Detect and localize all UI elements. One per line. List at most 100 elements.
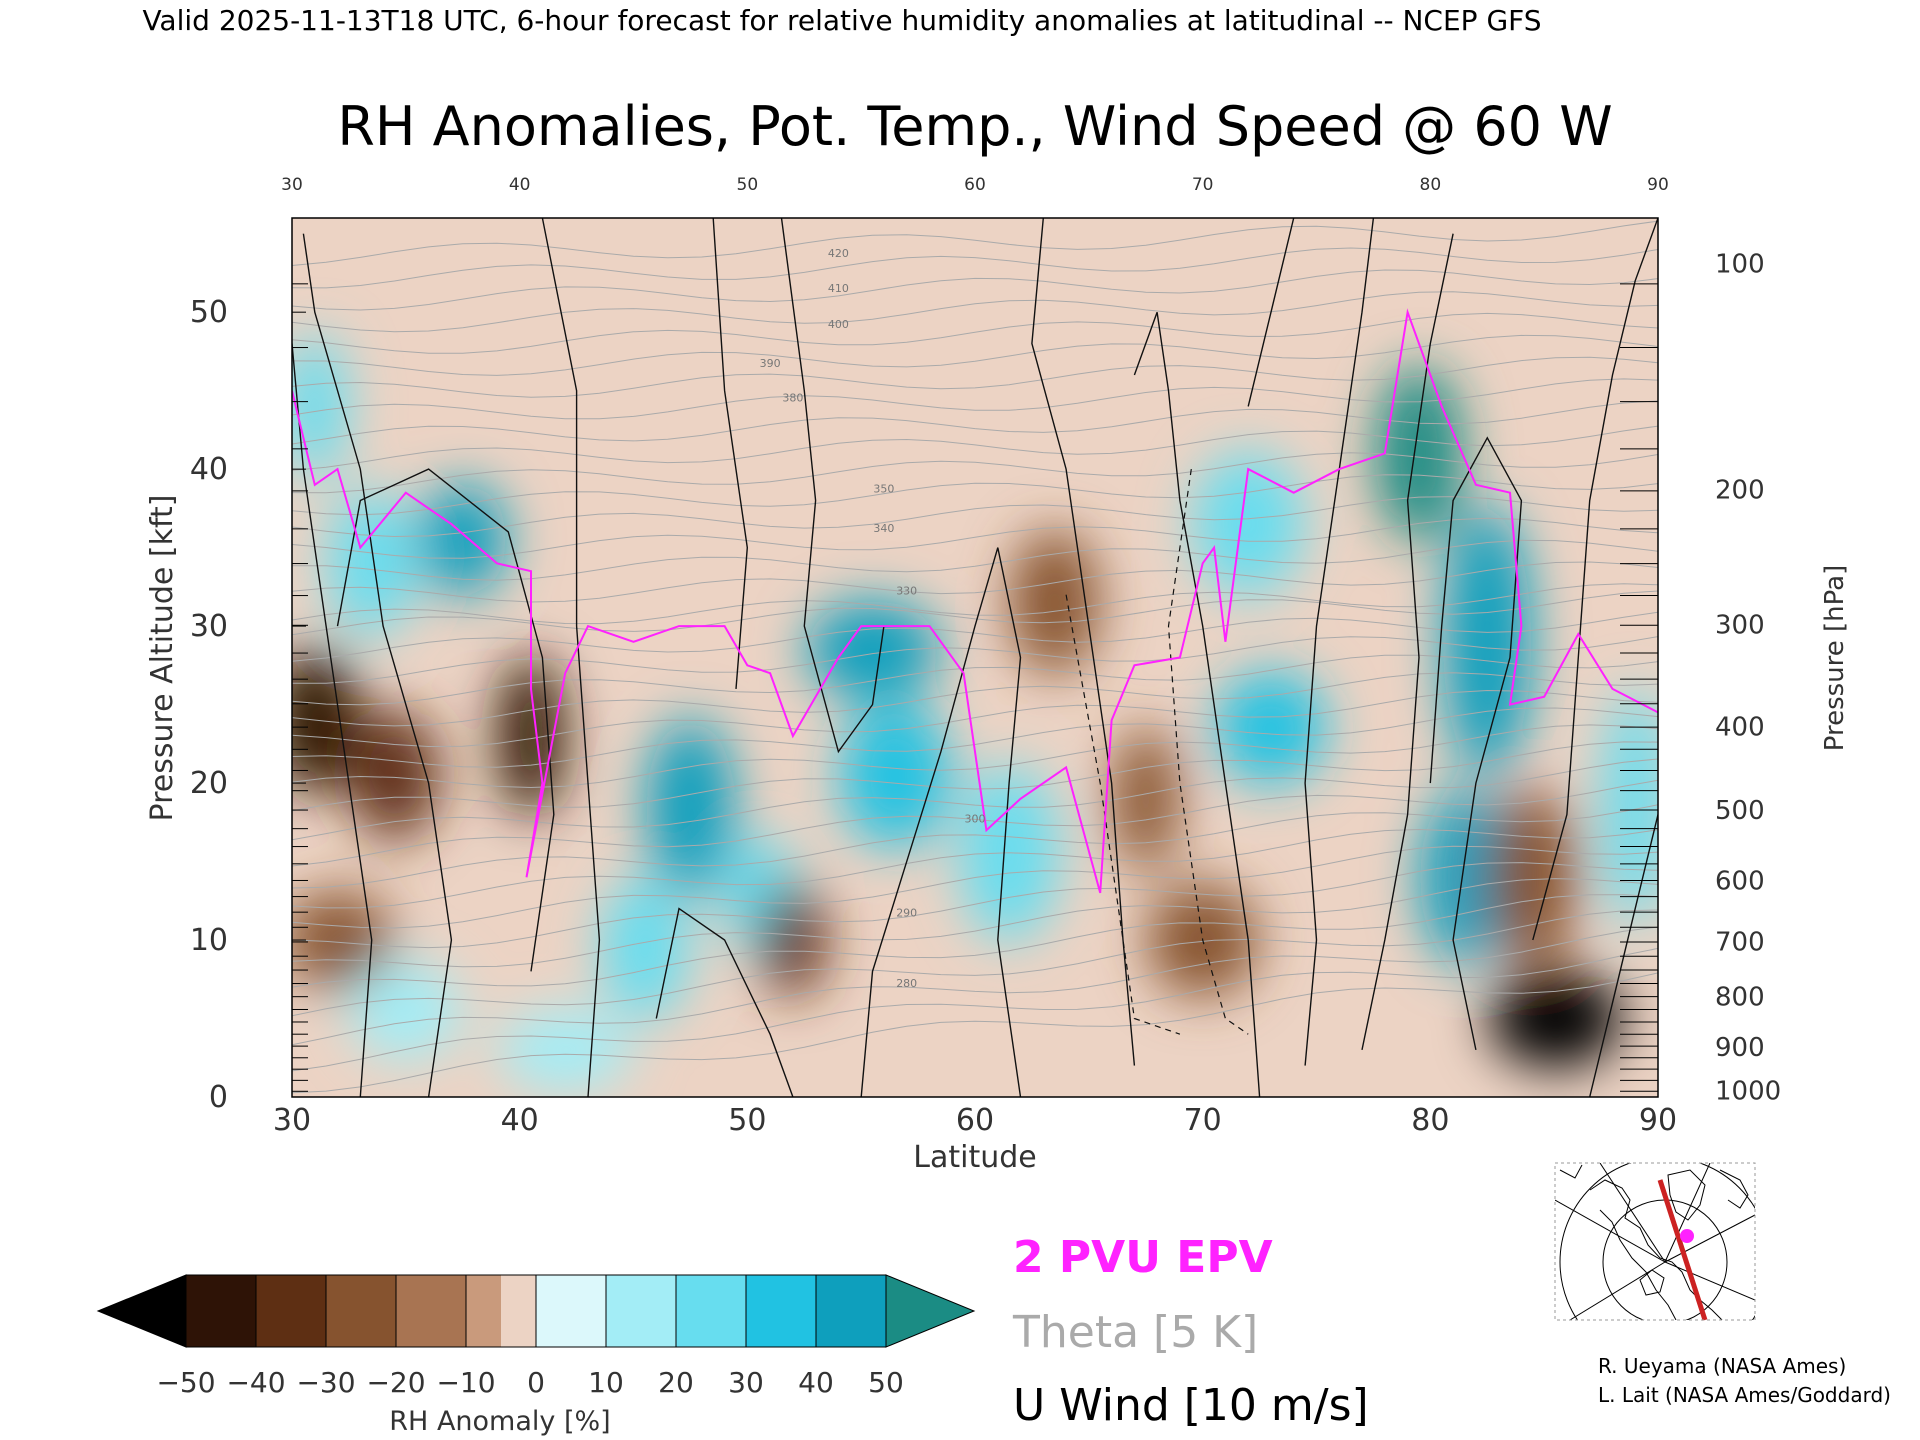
theta-isentrope bbox=[292, 539, 1658, 581]
colorbar-tick-label: 50 bbox=[868, 1366, 904, 1399]
theta-isentrope bbox=[292, 845, 1658, 929]
map-coastline-hudson-bay bbox=[1639, 1269, 1665, 1296]
x-tick-label: 50 bbox=[728, 1103, 766, 1138]
theta-isentrope bbox=[292, 926, 1658, 1046]
rh-anomaly-cell bbox=[839, 702, 951, 849]
colorbar-box bbox=[745, 1274, 817, 1348]
theta-contour-label: 290 bbox=[896, 906, 917, 919]
pressure-tick-label: 200 bbox=[1715, 476, 1765, 506]
map-meridian bbox=[1569, 1261, 1666, 1320]
u-wind-contour-negative bbox=[1065, 594, 1181, 1035]
y-axis-label: Pressure Altitude [kft] bbox=[145, 495, 180, 822]
pressure-tick-label: 300 bbox=[1715, 611, 1765, 641]
x-tick-label-top: 80 bbox=[1420, 175, 1442, 195]
colorbar-label: RH Anomaly [%] bbox=[389, 1406, 610, 1437]
chart-title: RH Anomalies, Pot. Temp., Wind Speed @ 6… bbox=[337, 95, 1612, 158]
colorbar-tick-label: −50 bbox=[156, 1366, 215, 1399]
u-wind-contours bbox=[292, 218, 1658, 1097]
colorbar-tick-label: 20 bbox=[658, 1366, 694, 1399]
colorbar-tick-label: −20 bbox=[366, 1366, 425, 1399]
x-tick-label: 80 bbox=[1411, 1103, 1449, 1138]
rh-anomaly-cell bbox=[350, 961, 462, 1060]
map-transect-line bbox=[1657, 1179, 1708, 1321]
rh-anomaly-cell bbox=[1010, 529, 1099, 676]
pressure-tick-label: 400 bbox=[1715, 713, 1765, 743]
rh-anomaly-cell bbox=[760, 882, 826, 998]
pressure-tick-label: 700 bbox=[1715, 928, 1765, 958]
theta-isentrope bbox=[292, 312, 1658, 354]
colorbar-over-triangle bbox=[885, 1274, 976, 1348]
inset-map-background bbox=[1555, 1163, 1755, 1320]
theta-contour-label: 410 bbox=[828, 282, 849, 295]
colorbar: −50 −40 −30 −20 −10 0 10 20 30 40 50 RH Anomaly [%… bbox=[96, 1274, 976, 1437]
theta-contour-label: 280 bbox=[896, 977, 917, 990]
u-wind-contour bbox=[712, 218, 749, 689]
theta-isentrope bbox=[292, 947, 1658, 1072]
u-wind-contour bbox=[336, 468, 555, 972]
x-tick-label: 70 bbox=[1184, 1103, 1222, 1138]
map-meridian bbox=[1599, 1163, 1666, 1263]
theta-isentrope bbox=[292, 862, 1658, 949]
colorbar-tick-labels: −50 −40 −30 −20 −10 0 10 20 30 40 50 bbox=[156, 1366, 903, 1399]
theta-contour-label: 340 bbox=[873, 522, 894, 535]
y2-axis-label: Pressure [hPa] bbox=[1820, 565, 1850, 752]
map-meridian bbox=[1664, 1163, 1711, 1263]
map-coastline-greenland bbox=[1667, 1169, 1706, 1221]
theta-isentrope bbox=[292, 654, 1658, 706]
pressure-tick-label: 1000 bbox=[1715, 1077, 1781, 1107]
theta-isentrope bbox=[292, 779, 1658, 867]
colorbar-tick-label: −10 bbox=[436, 1366, 495, 1399]
colorbar-box bbox=[255, 1274, 327, 1348]
colorbar-tick-label: −30 bbox=[296, 1366, 355, 1399]
theta-contours bbox=[292, 220, 1658, 1094]
x-tick-label-top: 30 bbox=[281, 175, 303, 195]
rh-anomaly-cell bbox=[1602, 686, 1658, 927]
y-tick-label: 30 bbox=[190, 609, 228, 644]
pressure-tick-label: 500 bbox=[1715, 796, 1765, 826]
credit-line-1: R. Ueyama (NASA Ames) bbox=[1598, 1354, 1846, 1378]
map-latitude-circle bbox=[1559, 1163, 1755, 1320]
colorbar-box bbox=[815, 1274, 887, 1348]
colorbar-box-near-zero bbox=[536, 1275, 571, 1347]
map-meridian bbox=[1664, 1214, 1755, 1263]
theta-contour-label: 330 bbox=[896, 585, 917, 598]
theta-isentrope bbox=[292, 561, 1658, 603]
colorbar-under-triangle bbox=[96, 1274, 187, 1348]
theta-contour-label: 350 bbox=[873, 483, 894, 496]
rh-anomaly-cell bbox=[805, 600, 940, 699]
y-tick-label: 40 bbox=[190, 452, 228, 487]
u-wind-contour bbox=[302, 233, 453, 1097]
theta-isentrope bbox=[292, 972, 1658, 1094]
theta-isentrope bbox=[292, 611, 1658, 662]
colorbar-box bbox=[675, 1274, 747, 1348]
colorbar-tick-label: 30 bbox=[728, 1366, 764, 1399]
u-wind-contour bbox=[860, 547, 1022, 1097]
colorbar-box bbox=[395, 1274, 467, 1348]
colorbar-tick-label: −40 bbox=[226, 1366, 285, 1399]
theta-isentrope bbox=[292, 894, 1658, 988]
theta-isentrope bbox=[292, 672, 1658, 727]
theta-contour-label: 380 bbox=[782, 392, 803, 405]
y-axis-right-ticks: 100 200 300 400 500 600 700 800 900 1000 bbox=[1715, 250, 1781, 1107]
x-tick-label: 30 bbox=[273, 1103, 311, 1138]
y-tick-label: 0 bbox=[209, 1080, 228, 1115]
legend-uwind: U Wind [10 m/s] bbox=[1013, 1380, 1369, 1431]
theta-isentrope bbox=[292, 496, 1658, 538]
legend-theta: Theta [5 K] bbox=[1012, 1307, 1258, 1358]
colorbar-box-near-zero bbox=[501, 1275, 536, 1347]
u-wind-contour bbox=[541, 218, 601, 1097]
legend: 2 PVU EPV Theta [5 K] U Wind [10 m/s] bbox=[1012, 1232, 1369, 1431]
rh-anomaly-cell bbox=[1488, 969, 1623, 1068]
theta-contour-labels: 420 410 400 390 380 350 340 330 300 290 280 bbox=[760, 247, 986, 990]
inset-map-frame bbox=[1554, 1162, 1756, 1321]
map-meridian bbox=[1664, 1261, 1755, 1301]
u-wind-contour bbox=[1247, 218, 1295, 407]
credit-line-2: L. Lait (NASA Ames/Goddard) bbox=[1598, 1383, 1891, 1407]
colorbar-box bbox=[605, 1274, 677, 1348]
y-axis-left-ticks: 0 10 20 30 40 50 bbox=[190, 295, 306, 1115]
theta-isentrope bbox=[292, 452, 1658, 494]
theta-contour-label: 300 bbox=[965, 812, 986, 825]
legend-epv: 2 PVU EPV bbox=[1013, 1232, 1273, 1283]
rh-anomaly-cell bbox=[498, 655, 564, 817]
